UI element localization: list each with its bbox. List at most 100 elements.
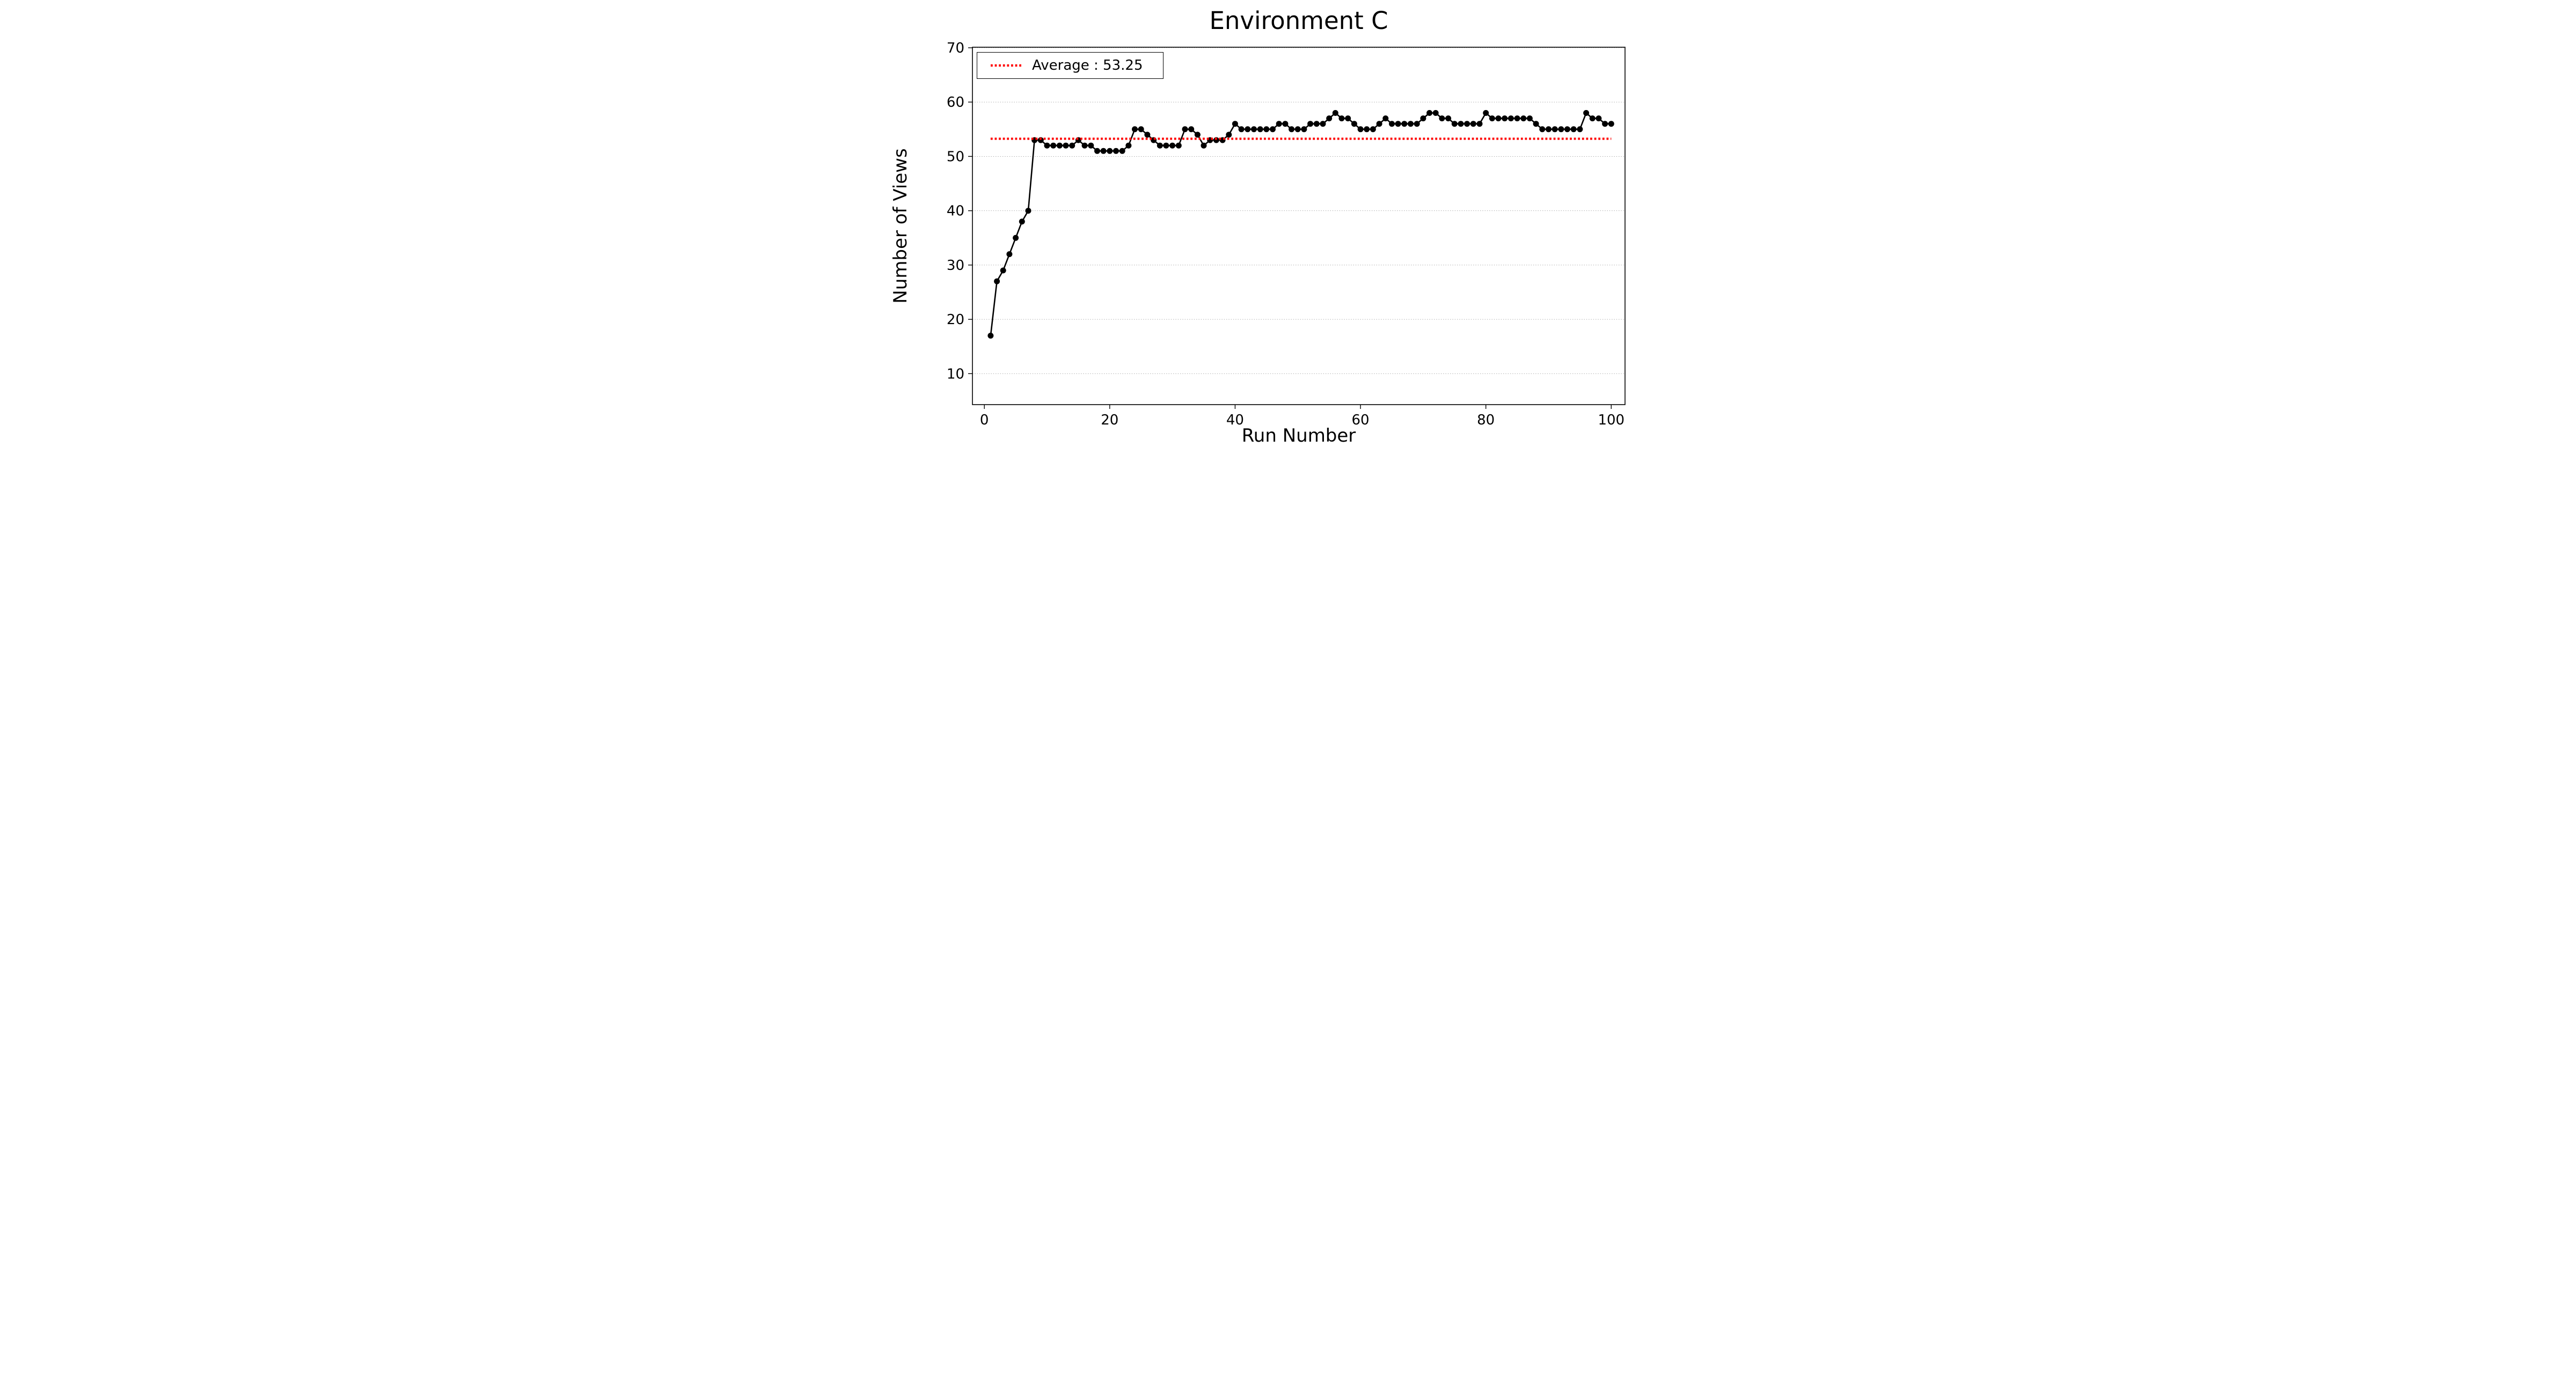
data-point-run-68 xyxy=(1408,121,1414,127)
data-point-run-96 xyxy=(1583,110,1590,116)
data-point-run-23 xyxy=(1125,142,1132,149)
data-point-run-64 xyxy=(1382,115,1389,122)
y-tick-label-20: 20 xyxy=(947,312,964,328)
data-point-run-7 xyxy=(1025,208,1031,214)
data-point-run-28 xyxy=(1157,142,1163,149)
data-point-run-22 xyxy=(1119,148,1125,154)
data-point-run-44 xyxy=(1257,126,1263,133)
data-point-run-79 xyxy=(1476,121,1483,127)
data-point-run-10 xyxy=(1044,142,1050,149)
data-point-run-84 xyxy=(1507,115,1514,122)
data-point-run-81 xyxy=(1489,115,1495,122)
y-tick-label-70: 70 xyxy=(947,40,964,56)
data-point-run-42 xyxy=(1245,126,1251,133)
data-point-run-24 xyxy=(1132,126,1138,133)
data-point-run-46 xyxy=(1270,126,1276,133)
data-point-run-17 xyxy=(1088,142,1094,149)
y-tick-label-50: 50 xyxy=(947,149,964,165)
data-point-run-50 xyxy=(1294,126,1301,133)
y-tick-label-40: 40 xyxy=(947,203,964,219)
data-point-run-91 xyxy=(1552,126,1558,133)
data-point-run-39 xyxy=(1226,131,1232,138)
data-point-run-90 xyxy=(1546,126,1552,133)
data-point-run-67 xyxy=(1401,121,1408,127)
data-point-run-85 xyxy=(1514,115,1520,122)
data-point-run-37 xyxy=(1213,137,1219,143)
data-point-run-51 xyxy=(1301,126,1307,133)
data-point-run-80 xyxy=(1483,110,1489,116)
data-point-run-65 xyxy=(1389,121,1395,127)
chart-title: Environment C xyxy=(1209,6,1388,35)
y-tick-label-60: 60 xyxy=(947,94,964,111)
data-point-run-2 xyxy=(994,278,1000,284)
data-point-run-72 xyxy=(1432,110,1439,116)
plot-area: 10 20 30 40 50 60 70 0 20 40 60 80 100 xyxy=(947,40,1626,428)
data-point-run-26 xyxy=(1144,131,1151,138)
data-point-run-56 xyxy=(1332,110,1338,116)
data-point-run-59 xyxy=(1351,121,1357,127)
data-point-run-6 xyxy=(1019,218,1025,225)
data-point-run-31 xyxy=(1175,142,1182,149)
y-tick-label-30: 30 xyxy=(947,258,964,274)
data-point-run-89 xyxy=(1539,126,1546,133)
data-point-run-21 xyxy=(1113,148,1119,154)
data-point-run-29 xyxy=(1163,142,1169,149)
data-point-run-71 xyxy=(1426,110,1433,116)
data-point-run-74 xyxy=(1445,115,1452,122)
data-point-run-98 xyxy=(1596,115,1602,122)
data-point-run-100 xyxy=(1608,121,1614,127)
data-point-run-53 xyxy=(1313,121,1320,127)
data-point-run-47 xyxy=(1276,121,1282,127)
data-point-run-32 xyxy=(1182,126,1188,133)
data-point-run-20 xyxy=(1107,148,1113,154)
data-point-run-52 xyxy=(1307,121,1314,127)
data-point-run-30 xyxy=(1169,142,1176,149)
legend: Average : 53.25 xyxy=(977,52,1163,79)
data-point-run-13 xyxy=(1063,142,1069,149)
data-point-run-60 xyxy=(1357,126,1364,133)
data-point-run-19 xyxy=(1100,148,1107,154)
x-tick-label-40: 40 xyxy=(1226,412,1244,428)
data-point-run-16 xyxy=(1081,142,1088,149)
data-point-run-48 xyxy=(1282,121,1289,127)
data-point-run-94 xyxy=(1570,126,1577,133)
data-point-run-66 xyxy=(1395,121,1401,127)
data-point-run-83 xyxy=(1502,115,1508,122)
data-point-run-34 xyxy=(1194,131,1201,138)
data-point-run-95 xyxy=(1577,126,1583,133)
data-point-run-78 xyxy=(1470,121,1476,127)
data-point-run-70 xyxy=(1420,115,1426,122)
data-point-run-14 xyxy=(1069,142,1075,149)
axes-frame xyxy=(972,47,1626,405)
data-point-run-25 xyxy=(1138,126,1144,133)
data-point-run-63 xyxy=(1376,121,1382,127)
x-tick-label-0: 0 xyxy=(980,412,989,428)
data-point-run-61 xyxy=(1364,126,1370,133)
data-point-run-49 xyxy=(1289,126,1295,133)
data-point-run-45 xyxy=(1263,126,1270,133)
data-point-run-54 xyxy=(1320,121,1326,127)
x-axis-label: Run Number xyxy=(1241,425,1356,446)
data-point-run-35 xyxy=(1201,142,1207,149)
data-point-run-87 xyxy=(1526,115,1533,122)
data-point-run-41 xyxy=(1238,126,1245,133)
data-point-run-4 xyxy=(1006,251,1013,258)
legend-average-label: Average : 53.25 xyxy=(1032,57,1143,74)
data-point-run-57 xyxy=(1338,115,1345,122)
data-point-run-1 xyxy=(987,333,994,339)
data-point-run-86 xyxy=(1520,115,1527,122)
data-point-run-18 xyxy=(1094,148,1100,154)
data-point-run-97 xyxy=(1589,115,1596,122)
y-tick-label-10: 10 xyxy=(947,366,964,382)
data-point-run-5 xyxy=(1013,235,1019,241)
data-point-run-92 xyxy=(1558,126,1564,133)
data-point-run-9 xyxy=(1037,137,1044,143)
data-point-run-58 xyxy=(1345,115,1351,122)
data-point-run-43 xyxy=(1251,126,1257,133)
data-point-run-73 xyxy=(1439,115,1445,122)
figure: Environment C Number of Views 10 20 30 40 50… xyxy=(867,0,1709,450)
x-tick-label-80: 80 xyxy=(1477,412,1495,428)
data-point-run-12 xyxy=(1056,142,1063,149)
data-point-run-33 xyxy=(1188,126,1195,133)
data-point-run-11 xyxy=(1050,142,1057,149)
